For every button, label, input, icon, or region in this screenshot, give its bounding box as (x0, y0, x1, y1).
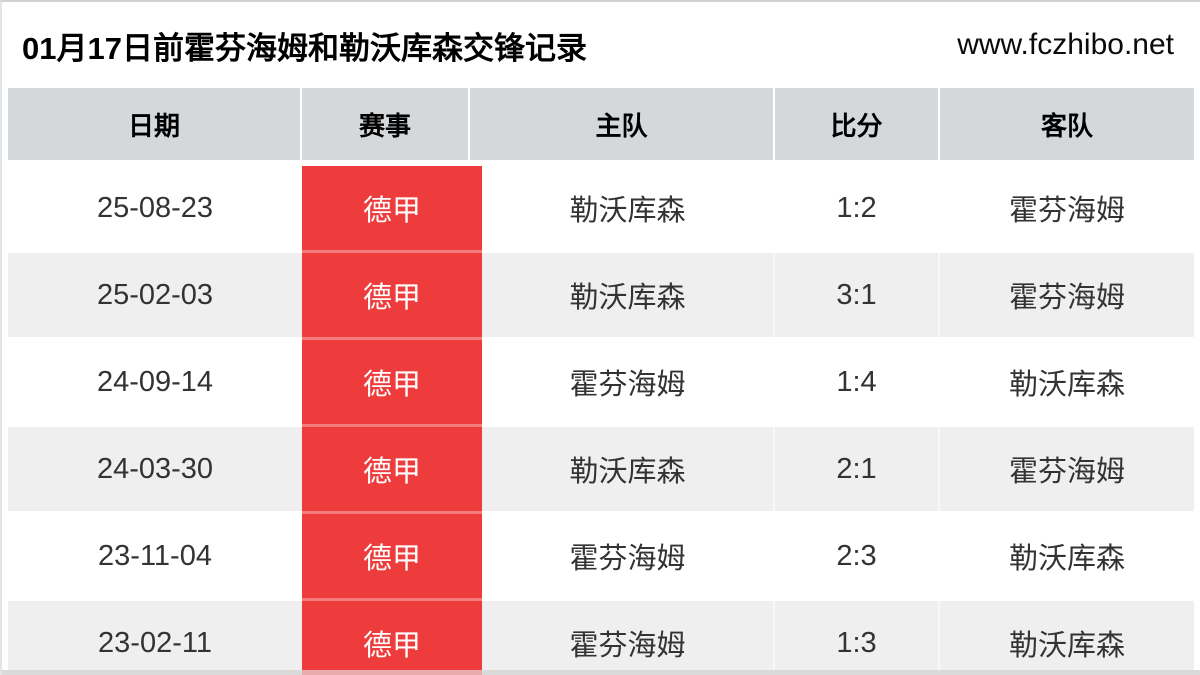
column-header-competition: 赛事 (302, 88, 468, 160)
away-team: 霍芬海姆 (940, 166, 1194, 250)
home-team: 勒沃库森 (482, 166, 775, 250)
match-row: 25-02-03 德甲 勒沃库森 3:1 霍芬海姆 (8, 253, 1194, 340)
match-row: 23-11-04 德甲 霍芬海姆 2:3 勒沃库森 (8, 514, 1194, 601)
match-row: 24-03-30 德甲 勒沃库森 2:1 霍芬海姆 (8, 427, 1194, 514)
league-badge: 德甲 (302, 166, 482, 253)
away-team: 霍芬海姆 (940, 253, 1194, 337)
home-team: 勒沃库森 (482, 253, 775, 337)
match-date: 23-02-11 (8, 601, 302, 675)
home-team: 勒沃库森 (482, 427, 775, 511)
column-header-away-team: 客队 (940, 88, 1194, 160)
table-header-row: 日期 赛事 主队 比分 客队 (8, 88, 1194, 160)
column-header-date: 日期 (8, 88, 300, 160)
table-body: 25-08-23 德甲 勒沃库森 1:2 霍芬海姆 25-02-03 德甲 勒沃… (8, 166, 1194, 675)
match-score: 1:2 (775, 166, 940, 250)
match-row: 23-02-11 德甲 霍芬海姆 1:3 勒沃库森 (8, 601, 1194, 675)
match-score: 2:3 (775, 514, 940, 598)
match-date: 23-11-04 (8, 514, 302, 598)
cutoff-league-column-segment (302, 670, 482, 675)
match-row: 24-09-14 德甲 霍芬海姆 1:4 勒沃库森 (8, 340, 1194, 427)
match-row: 25-08-23 德甲 勒沃库森 1:2 霍芬海姆 (8, 166, 1194, 253)
title-bar: 01月17日前霍芬海姆和勒沃库森交锋记录 www.fczhibo.net (2, 2, 1200, 88)
away-team: 勒沃库森 (940, 340, 1194, 424)
match-score: 2:1 (775, 427, 940, 511)
column-header-score: 比分 (775, 88, 938, 160)
match-score: 3:1 (775, 253, 940, 337)
match-score: 1:4 (775, 340, 940, 424)
away-team: 勒沃库森 (940, 514, 1194, 598)
cutoff-next-row-strip (2, 670, 1200, 675)
match-date: 24-09-14 (8, 340, 302, 424)
league-badge: 德甲 (302, 340, 482, 427)
away-team: 霍芬海姆 (940, 427, 1194, 511)
home-team: 霍芬海姆 (482, 514, 775, 598)
match-score: 1:3 (775, 601, 940, 675)
head-to-head-table: 日期 赛事 主队 比分 客队 25-08-23 德甲 勒沃库森 1:2 霍芬海姆… (8, 88, 1194, 675)
league-badge: 德甲 (302, 601, 482, 675)
match-date: 25-02-03 (8, 253, 302, 337)
page-title: 01月17日前霍芬海姆和勒沃库森交锋记录 (22, 30, 587, 66)
league-badge: 德甲 (302, 514, 482, 601)
home-team: 霍芬海姆 (482, 340, 775, 424)
column-header-home-team: 主队 (470, 88, 773, 160)
site-url-text: www.fczhibo.net (957, 28, 1174, 61)
match-date: 24-03-30 (8, 427, 302, 511)
away-team: 勒沃库森 (940, 601, 1194, 675)
league-badge: 德甲 (302, 253, 482, 340)
home-team: 霍芬海姆 (482, 601, 775, 675)
match-date: 25-08-23 (8, 166, 302, 250)
league-badge: 德甲 (302, 427, 482, 514)
